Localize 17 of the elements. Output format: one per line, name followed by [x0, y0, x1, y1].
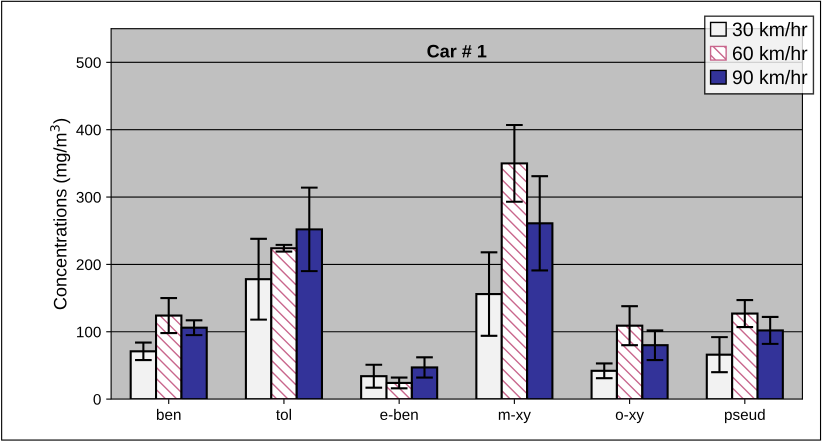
x-tick-label: m-xy: [498, 412, 531, 424]
y-tick-label: 200: [76, 259, 101, 270]
text: Car # 1: [427, 44, 486, 58]
x-tick-label: pseud: [724, 408, 765, 424]
y-tick-label: 300: [76, 192, 101, 203]
legend-label: 90 km/hr: [732, 70, 808, 84]
y-tick-label: 400: [76, 124, 101, 136]
y-tick-label: 500: [76, 57, 101, 68]
x-tick-label: tol: [276, 408, 291, 420]
y-axis-title: Concentrations (mg/m$^{3}$): [50, 118, 70, 310]
legend-label: 30 km/hr: [732, 22, 808, 36]
x-tick-label: ben: [156, 408, 180, 420]
y-tick-label: 0: [93, 394, 101, 405]
y-tick-label: 100: [77, 326, 101, 338]
x-tick-label: e-ben: [380, 408, 418, 420]
x-tick-label: o-xy: [616, 412, 644, 424]
legend-label: 60 km/hr: [732, 46, 808, 60]
